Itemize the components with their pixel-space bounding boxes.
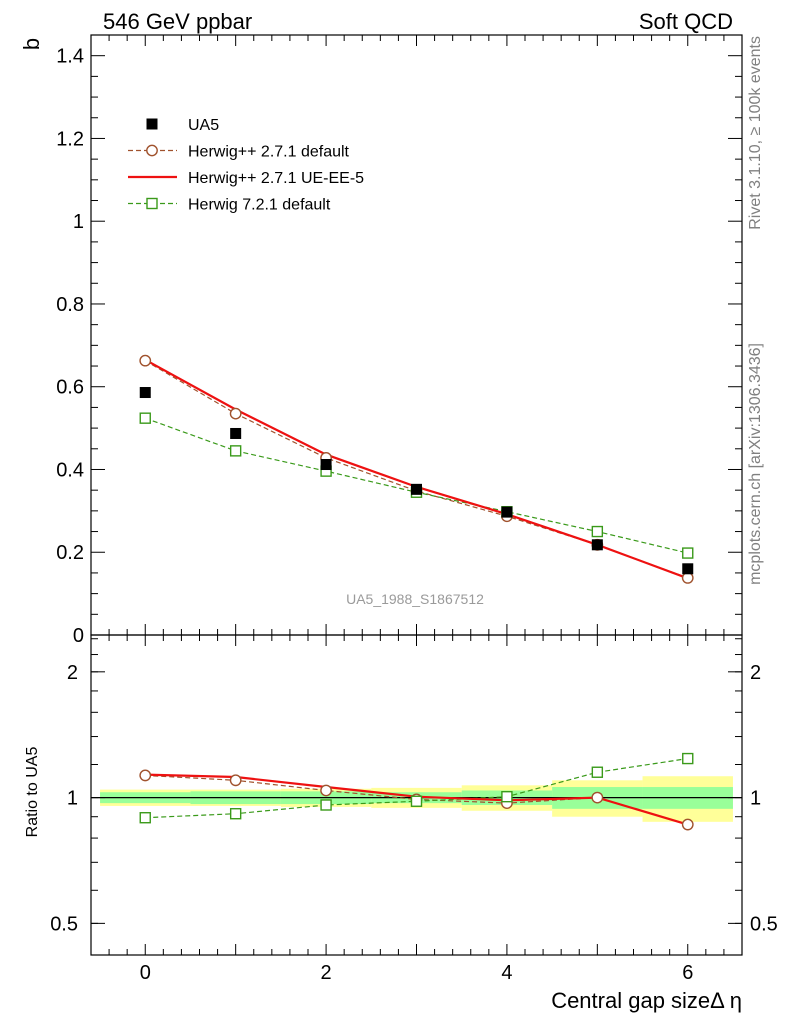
main-point-ua5 — [591, 539, 603, 551]
main-point-herwig-2-7-1-default — [229, 407, 242, 420]
main-point-ua5 — [320, 459, 332, 471]
ratio-point-herwig-7-2-1-default — [682, 752, 694, 765]
y-tick-label: 0.4 — [56, 459, 84, 481]
legend-marker-herwig-7-2-1-default — [146, 197, 158, 210]
x-axis-label: Central gap sizeΔ η — [551, 988, 742, 1013]
header-right-label: Soft QCD — [639, 9, 733, 34]
main-point-ua5 — [501, 506, 513, 518]
legend-label-ua5: UA5 — [188, 117, 219, 134]
ratio-y-tick-label-right: 1 — [750, 788, 761, 810]
watermark-label: UA5_1988_S1867512 — [346, 591, 484, 607]
ratio-y-tick-label: 2 — [67, 662, 78, 684]
ratio-y-tick-label-right: 2 — [750, 662, 761, 684]
x-tick-label: 6 — [682, 962, 693, 984]
ratio-y-tick-label: 0.5 — [50, 913, 78, 935]
ratio-point-herwig-7-2-1-default — [591, 766, 604, 778]
y-tick-label: 1.4 — [56, 46, 84, 68]
y-tick-label: 1 — [73, 211, 84, 233]
x-tick-label: 0 — [140, 962, 151, 984]
ratio-y-tick-label: 1 — [67, 788, 78, 810]
main-point-ua5 — [411, 483, 422, 495]
legend-label-herwig-2-7-1-ue-ee-5: Herwig++ 2.7.1 UE-EE-5 — [188, 170, 364, 187]
x-tick-label: 4 — [501, 962, 512, 984]
main-point-herwig-7-2-1-default — [139, 412, 151, 424]
ratio-point-herwig-7-2-1-default — [320, 799, 332, 811]
main-point-ua5 — [230, 427, 242, 439]
main-line-herwig-2-7-1-ue-ee-5 — [144, 358, 689, 580]
ratio-point-herwig-2-7-1-default — [229, 774, 242, 787]
ratio-point-herwig-7-2-1-default — [410, 795, 423, 807]
ratio-point-herwig-2-7-1-default — [320, 784, 332, 797]
ratio-axes-layer: 0.5 0.5 1 1 2 2 0 2 4 6 — [50, 635, 778, 984]
ratio-point-herwig-7-2-1-default — [229, 808, 242, 820]
main-point-ua5 — [682, 563, 694, 575]
main-y-axis-label: b — [19, 38, 44, 50]
legend-marker-ua5 — [146, 118, 158, 130]
main-point-herwig-7-2-1-default — [229, 445, 242, 457]
y-tick-label: 0.6 — [56, 377, 84, 399]
y-tick-label: 0.2 — [56, 542, 84, 564]
y-tick-label: 0 — [73, 625, 84, 647]
ratio-point-herwig-2-7-1-default — [591, 791, 604, 804]
ratio-point-herwig-2-7-1-default — [139, 769, 152, 782]
legend-marker-herwig-2-7-1-default — [146, 144, 158, 157]
main-point-herwig-7-2-1-default — [591, 525, 604, 538]
legend: UA5 Herwig++ 2.7.1 default Herwig++ 2.7.1 … — [128, 117, 364, 214]
main-series-layer — [139, 354, 694, 584]
y-tick-label: 0.8 — [56, 294, 84, 316]
mcplots-source-label: mcplots.cern.ch [arXiv:1306.3436] — [747, 343, 764, 585]
ratio-series-layer — [139, 752, 694, 831]
ratio-point-herwig-2-7-1-default — [681, 818, 694, 831]
main-point-herwig-7-2-1-default — [682, 547, 694, 559]
rivet-version-label: Rivet 3.1.10, ≥ 100k events — [747, 36, 764, 230]
legend-label-herwig-7-2-1-default: Herwig 7.2.1 default — [188, 197, 331, 214]
y-tick-label: 1.2 — [56, 128, 84, 150]
x-tick-label: 2 — [321, 962, 332, 984]
main-axes-layer: 0 0.2 0.4 0.6 0.8 1 1.2 1.4 — [56, 34, 743, 647]
main-point-herwig-2-7-1-default — [139, 354, 152, 367]
ratio-point-herwig-7-2-1-default — [501, 790, 513, 803]
header-left-label: 546 GeV ppbar — [103, 9, 252, 34]
ratio-y-tick-label-right: 0.5 — [750, 913, 778, 935]
ratio-y-axis-label: Ratio to UA5 — [24, 747, 41, 838]
legend-label-herwig-2-7-1-default: Herwig++ 2.7.1 default — [188, 144, 350, 161]
main-point-ua5 — [139, 387, 151, 399]
main-line-herwig-2-7-1-default — [144, 360, 688, 579]
ratio-point-herwig-7-2-1-default — [139, 812, 151, 824]
